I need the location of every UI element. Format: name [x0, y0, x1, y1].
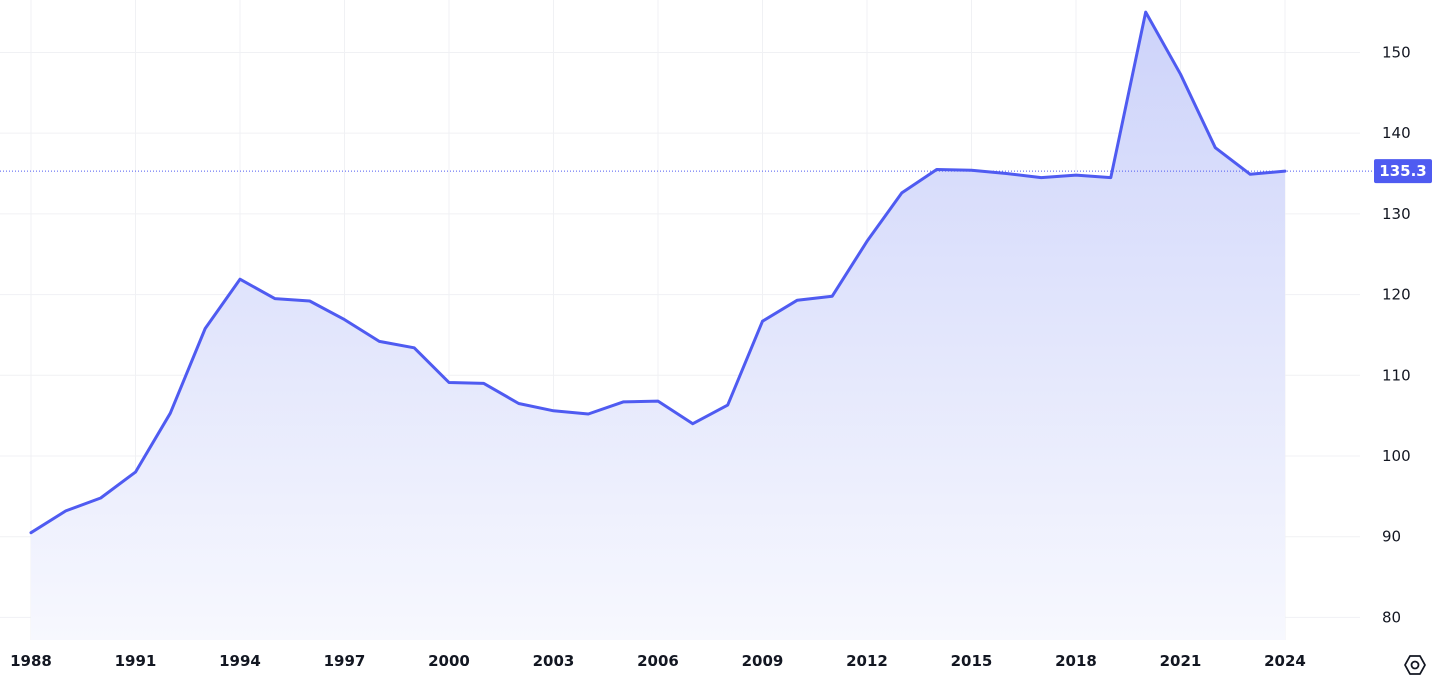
data-point-2002: [517, 402, 521, 406]
data-point-2006: [656, 399, 660, 403]
data-point-2001: [482, 381, 486, 385]
data-point-2007: [691, 422, 695, 426]
last-value-label-bg: [1374, 159, 1432, 184]
data-point-2023: [1248, 172, 1252, 176]
data-point-2024: [1283, 169, 1287, 173]
x-tick-label: 2000: [428, 652, 470, 670]
y-axis: 80 90 100 110 120 130 140 150: [1382, 43, 1411, 626]
data-point-1997: [343, 318, 347, 322]
data-point-2010: [795, 298, 799, 302]
data-point-2008: [726, 403, 730, 407]
y-tick-label: 80: [1382, 608, 1401, 626]
data-point-2013: [900, 191, 904, 195]
x-tick-label: 2006: [637, 652, 679, 670]
x-tick-label: 2003: [533, 652, 575, 670]
x-tick-label: 2021: [1160, 652, 1202, 670]
x-tick-label: 1988: [10, 652, 52, 670]
x-tick-label: 1994: [219, 652, 261, 670]
data-point-2019: [1109, 176, 1113, 180]
data-point-2012: [865, 239, 869, 243]
y-tick-label: 120: [1382, 286, 1411, 304]
data-point-1996: [308, 299, 312, 303]
data-point-1995: [273, 297, 277, 301]
last-value-label-text: 135.3: [1379, 162, 1426, 180]
settings-gear-icon[interactable]: [1402, 652, 1428, 678]
x-tick-label: 2018: [1055, 652, 1097, 670]
data-point-2011: [830, 294, 834, 298]
data-point-1993: [203, 326, 207, 330]
data-point-1998: [377, 339, 381, 343]
data-point-2004: [586, 412, 590, 416]
data-point-1994: [238, 277, 242, 281]
data-point-2021: [1179, 72, 1183, 76]
data-point-2000: [447, 381, 451, 385]
data-point-1991: [134, 470, 138, 474]
data-point-2022: [1213, 146, 1217, 150]
data-point-2017: [1039, 176, 1043, 180]
x-tick-label: 2012: [846, 652, 888, 670]
last-value-label: 135.3: [1374, 159, 1432, 184]
data-point-2018: [1074, 173, 1078, 177]
data-point-1988: [29, 531, 33, 535]
series-line: [29, 10, 1287, 535]
data-point-2009: [761, 319, 765, 323]
y-tick-label: 130: [1382, 205, 1411, 223]
x-tick-label: 2009: [742, 652, 784, 670]
x-tick-label: 2024: [1264, 652, 1306, 670]
y-tick-label: 100: [1382, 447, 1411, 465]
data-point-1989: [64, 509, 68, 513]
x-tick-label: 2015: [951, 652, 993, 670]
y-tick-label: 140: [1382, 124, 1411, 142]
data-point-2005: [621, 400, 625, 404]
data-point-1990: [99, 496, 103, 500]
y-tick-label: 110: [1382, 366, 1411, 384]
x-tick-label: 1991: [115, 652, 157, 670]
data-point-2020: [1144, 10, 1148, 14]
data-point-1992: [168, 411, 172, 415]
data-point-2015: [970, 168, 974, 172]
x-axis: 1988 1991 1994 1997 2000 2003 2006 2009 2012 2015…: [10, 652, 1306, 670]
series-area: [31, 12, 1285, 641]
y-tick-label: 90: [1382, 528, 1401, 546]
data-point-2016: [1004, 172, 1008, 176]
y-tick-label: 150: [1382, 43, 1411, 61]
x-tick-label: 1997: [324, 652, 366, 670]
data-point-1999: [412, 346, 416, 350]
data-point-2014: [935, 167, 939, 171]
data-point-2003: [552, 409, 556, 413]
